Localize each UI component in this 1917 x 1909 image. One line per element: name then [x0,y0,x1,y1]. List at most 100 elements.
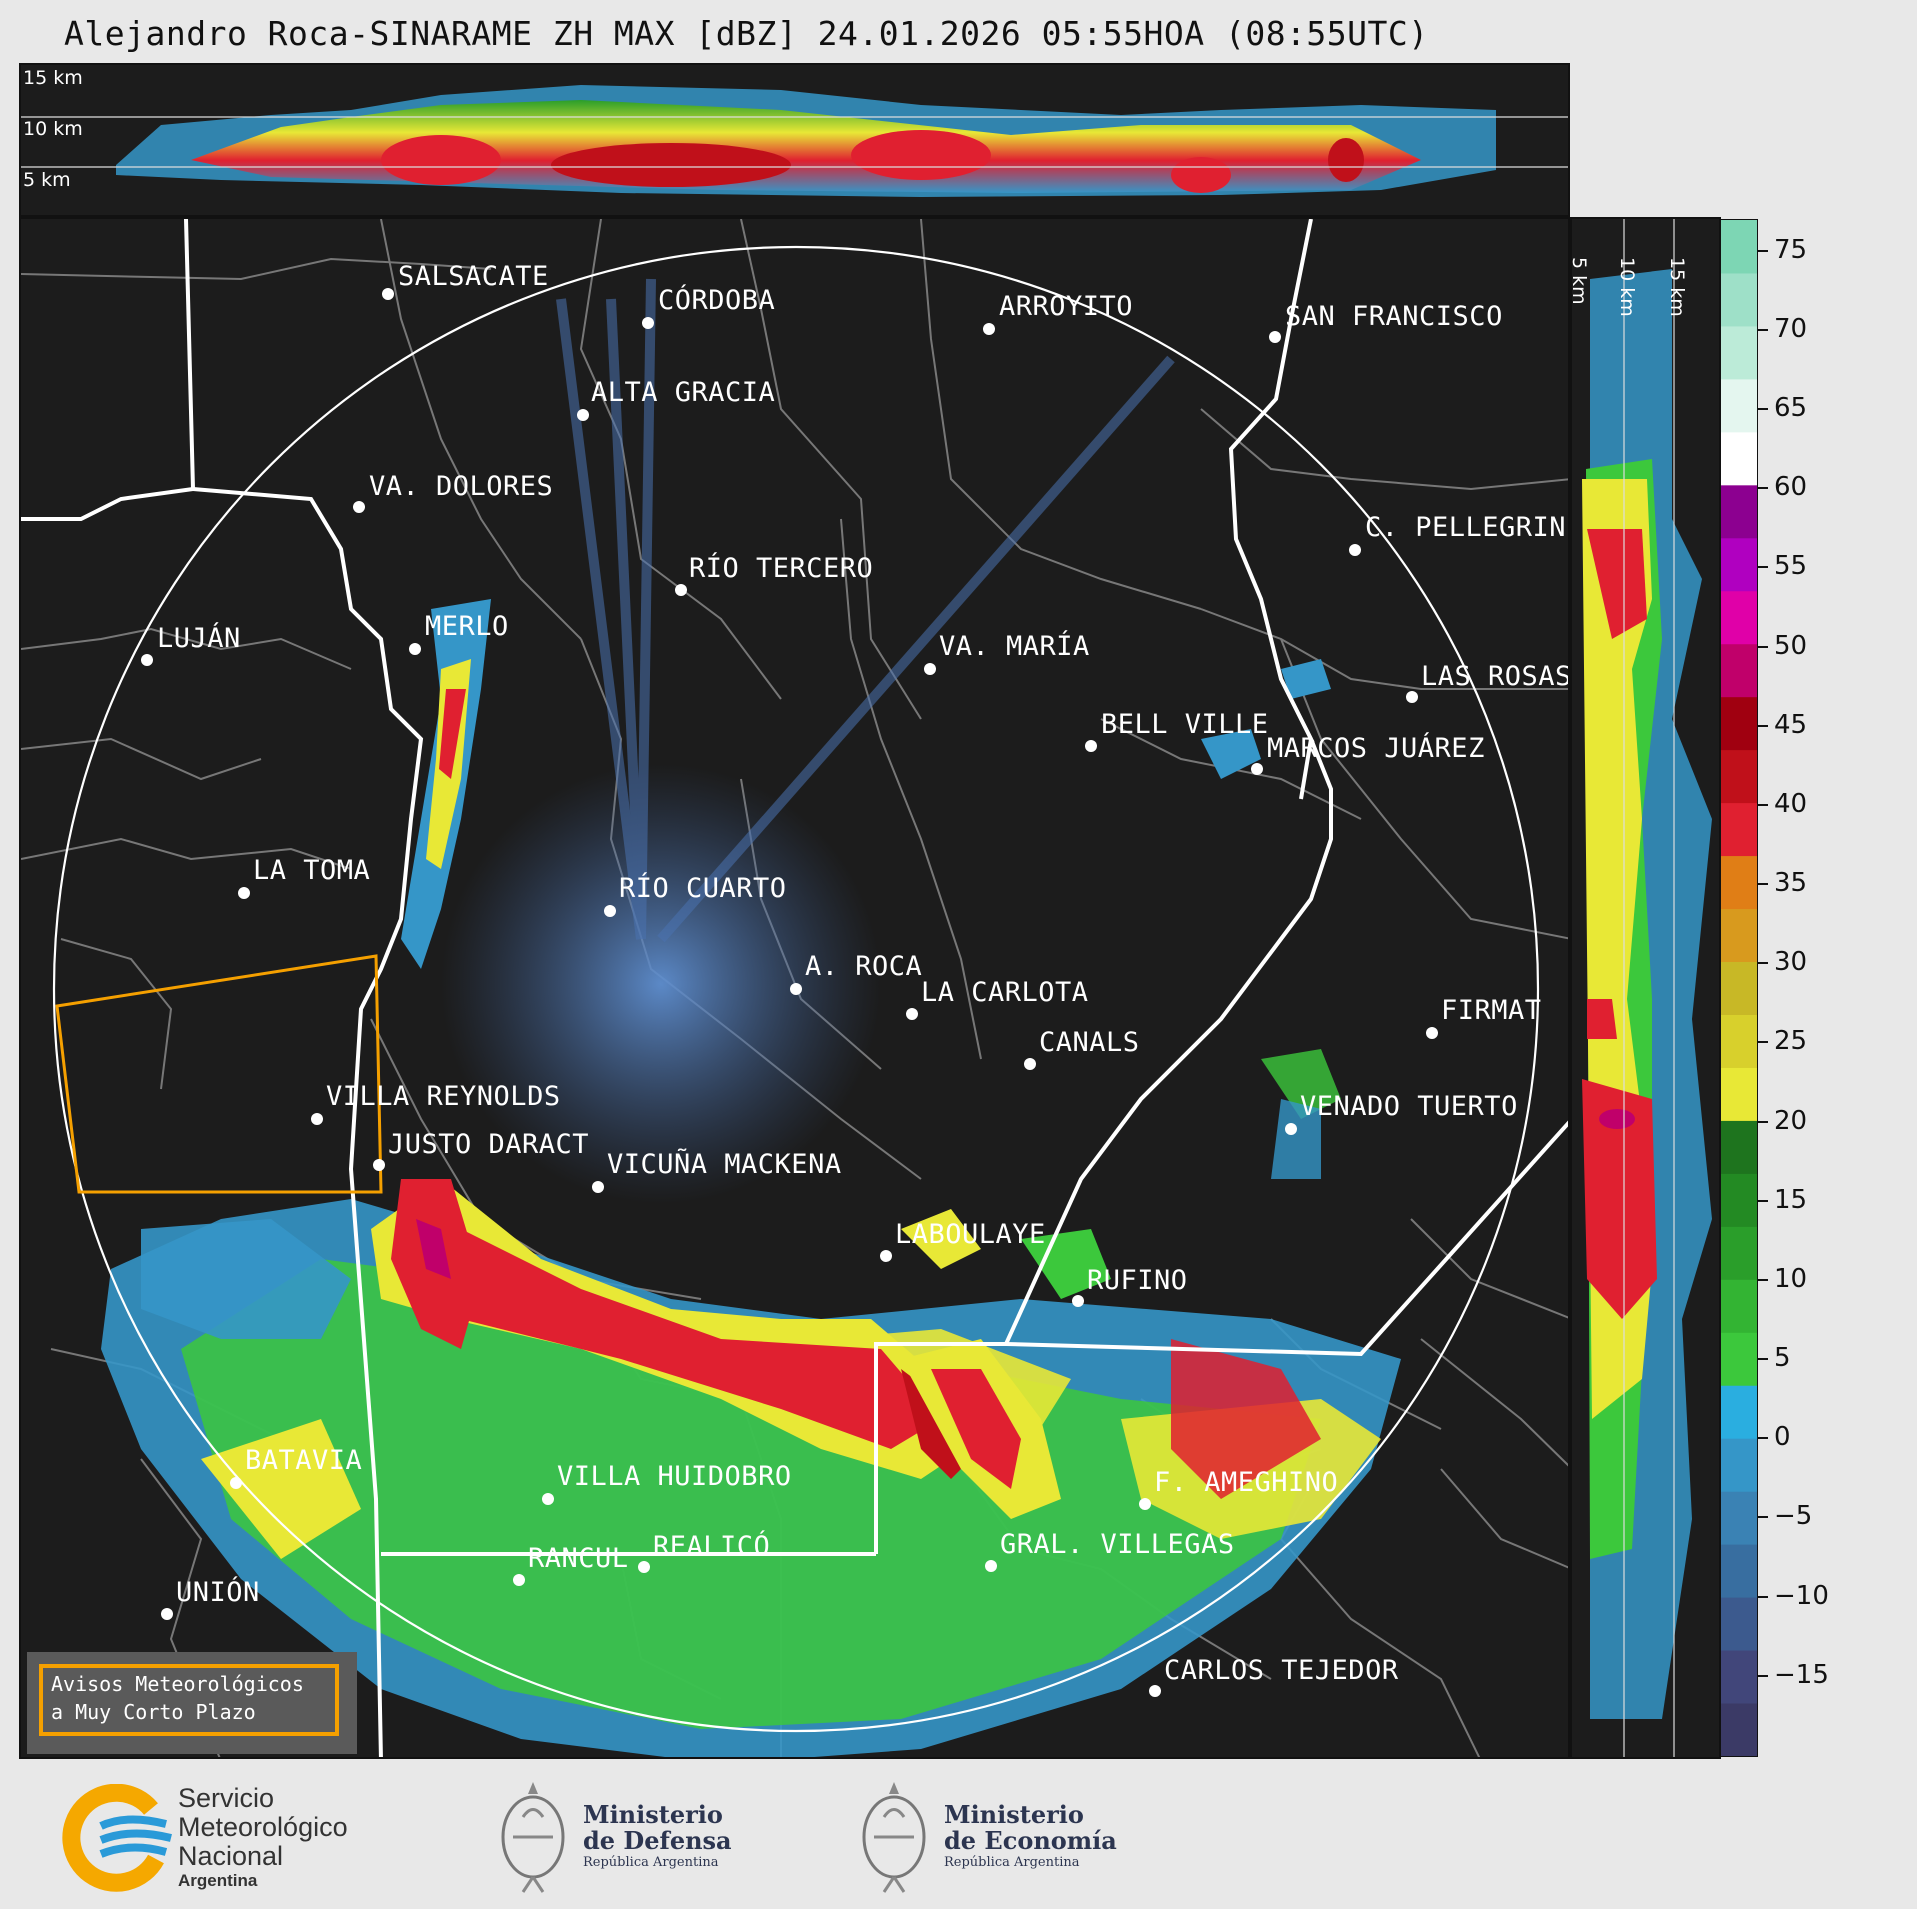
colorbar-tick-mark [1758,724,1768,727]
city-dot [373,1159,385,1171]
altitude-label-15km: 15 km [23,67,83,89]
city-dot [1426,1027,1438,1039]
colorbar-tick-mark [1758,1278,1768,1281]
colorbar-segment [1721,1438,1757,1492]
city-label-venado-tuerto: VENADO TUERTO [1300,1091,1518,1122]
smn-line-2: Meteorológico [178,1812,348,1842]
colorbar-segment [1721,484,1757,539]
side-cross-section-panel: 5 km 10 km 15 km [1570,217,1721,1759]
colorbar-tick-mark [1758,408,1768,411]
colorbar-segment [1721,325,1757,380]
colorbar-tick-mark [1758,249,1768,252]
city-label-carlos-tejedor: CARLOS TEJEDOR [1164,1655,1399,1686]
city-dot [642,317,654,329]
city-label-las-rosas: LAS ROSAS [1421,661,1570,692]
city-dot [238,887,250,899]
colorbar-segment [1721,961,1757,1015]
defensa-logo-text: Ministerio de Defensa República Argentin… [583,1802,732,1872]
city-dot [880,1250,892,1262]
colorbar-tick-label: −10 [1774,1580,1829,1611]
city-dot [311,1113,323,1125]
city-dot [592,1181,604,1193]
side-altitude-label-5km: 5 km [1570,257,1590,305]
colorbar-segment [1721,749,1757,804]
colorbar-tick-mark [1758,1358,1768,1361]
colorbar-tick-label: 35 [1774,868,1808,899]
smn-line-3: Nacional [178,1841,284,1871]
city-label-la-carlota: LA CARLOTA [921,977,1089,1008]
colorbar-tick-label: 40 [1774,788,1808,819]
colorbar-tick-label: 0 [1774,1422,1791,1453]
colorbar-tick-mark [1758,566,1768,569]
city-label-canals: CANALS [1039,1027,1140,1058]
economia-line-2: de Economía [944,1826,1117,1855]
colorbar-tick-label: 25 [1774,1026,1808,1057]
city-label-merlo: MERLO [425,611,509,642]
colorbar-tick-label: 20 [1774,1105,1808,1136]
colorbar-segment [1721,431,1757,486]
colorbar-tick-mark [1758,1120,1768,1123]
city-label-la-toma: LA TOMA [253,855,371,886]
city-dot [409,643,421,655]
colorbar-tick-mark [1758,1041,1768,1044]
city-dot [906,1008,918,1020]
warning-line-1: Avisos Meteorológicos [51,1672,304,1696]
city-label-alta-gracia: ALTA GRACIA [591,377,776,408]
city-label-justo-daract: JUSTO DARACT [388,1129,590,1160]
colorbar-tick-label: 70 [1774,313,1808,344]
colorbar-segment [1721,1120,1757,1174]
colorbar-segment [1721,590,1757,645]
city-label-san-francisco: SAN FRANCISCO [1285,301,1503,332]
defensa-line-1: Ministerio [583,1800,723,1829]
altitude-label-5km: 5 km [23,169,71,191]
city-label-firmat: FIRMAT [1441,995,1542,1026]
city-dot [1269,331,1281,343]
top-cross-section-panel: 15 km 10 km 5 km [19,63,1570,217]
city-dot [382,288,394,300]
colorbar-tick-mark [1758,1595,1768,1598]
radar-site-dot [790,983,802,995]
colorbar-tick-label: 15 [1774,1184,1808,1215]
warning-box: Avisos Meteorológicos a Muy Corto Plazo [27,1652,357,1754]
colorbar-segment [1721,220,1757,274]
city-dot [985,1560,997,1572]
warning-line-2: a Muy Corto Plazo [51,1700,256,1724]
city-dot [675,584,687,596]
smn-line-4: Argentina [178,1871,258,1890]
city-label-vicuna-mackena: VICUÑA MACKENA [607,1149,842,1180]
city-label-a-roca: A. ROCA [805,951,923,982]
smn-line-1: Servicio [178,1783,275,1813]
city-label-realico: REALICÓ [653,1531,771,1562]
colorbar-segment [1721,537,1757,592]
city-dot [1285,1123,1297,1135]
side-altitude-label-15km: 15 km [1666,257,1688,317]
city-label-c-pellegrini: C. PELLEGRINI [1365,512,1570,543]
dbz-colorbar [1720,219,1758,1757]
colorbar-tick-mark [1758,1199,1768,1202]
side-altitude-label-10km: 10 km [1616,257,1638,317]
city-label-f-ameghino: F. AMEGHINO [1154,1467,1339,1498]
colorbar-tick-mark [1758,1516,1768,1519]
smn-logo-icon [62,1784,172,1892]
city-dot [1139,1498,1151,1510]
colorbar-tick-mark [1758,328,1768,331]
city-dot [604,905,616,917]
city-dot [161,1608,173,1620]
colorbar-segment [1721,1067,1757,1121]
colorbar-segment [1721,908,1757,963]
city-label-va-maria: VA. MARÍA [939,631,1090,662]
city-label-batavia: BATAVIA [245,1445,363,1476]
colorbar-segment [1721,1544,1757,1598]
colorbar-segment [1721,1650,1757,1704]
colorbar-tick-mark [1758,487,1768,490]
city-dot [141,654,153,666]
colorbar-segment [1721,378,1757,433]
city-dot [542,1493,554,1505]
colorbar-tick-mark [1758,883,1768,886]
colorbar-tick-label: 55 [1774,551,1808,582]
radar-map: SALSACATE CÓRDOBA ARROYITO SAN FRANCISCO… [19,217,1570,1759]
economia-logo-text: Ministerio de Economía República Argenti… [944,1802,1117,1872]
colorbar-tick-label: 10 [1774,1263,1808,1294]
colorbar-tick-label: 45 [1774,709,1808,740]
city-dot [230,1477,242,1489]
